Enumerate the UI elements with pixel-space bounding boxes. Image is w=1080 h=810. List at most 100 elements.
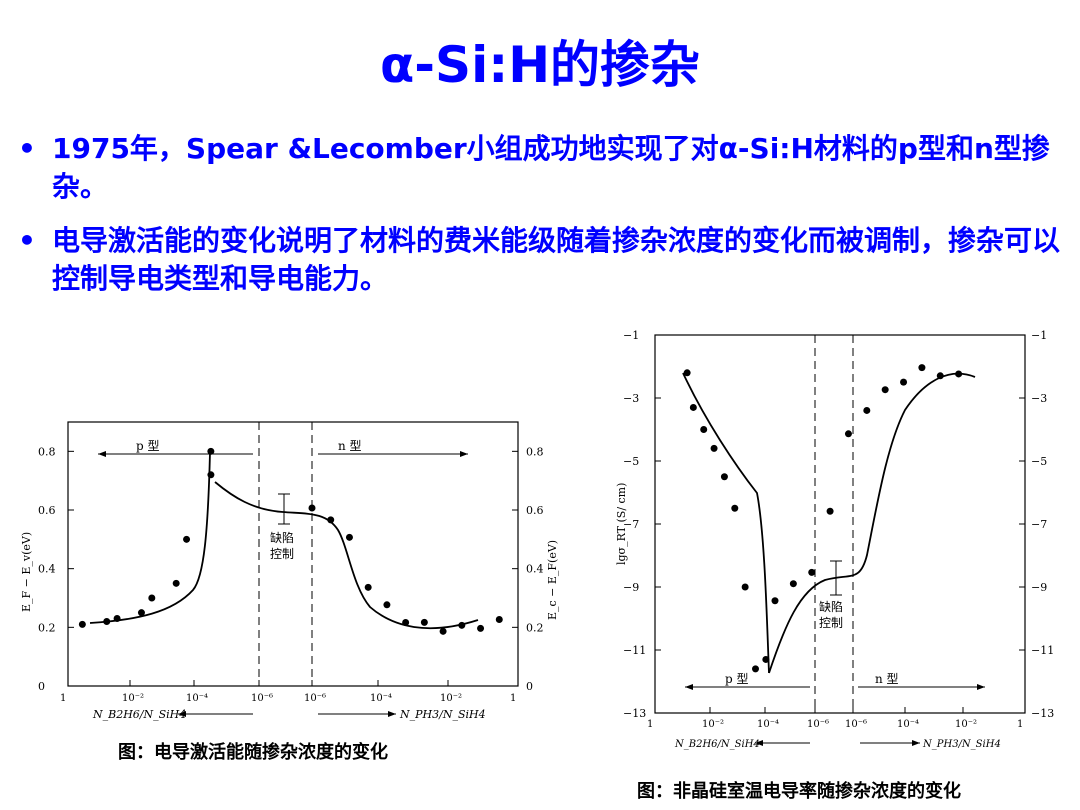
right-n-point (789, 580, 797, 588)
right-xlabel-p: N_PH3/N_SiH4 (922, 739, 1001, 750)
right-p-region-label: p 型 (725, 672, 749, 686)
left-ytick-label: 0.4 (38, 563, 56, 576)
right-xtick-label: 10⁻⁴ (897, 719, 919, 730)
right-xtick-label: 1 (1017, 719, 1023, 730)
left-chart: p 型 n 型 缺陷 控制 0 0 0.2 0.2 0.4 0.4 0.6 0.6 0.8 0.8… (20, 421, 559, 721)
p-arrow-head (98, 451, 106, 457)
right-xlabel-b: N_B2H6/N_SiH4 (674, 739, 760, 750)
right-n-point (900, 378, 908, 386)
right-p-point (731, 504, 739, 512)
left-n-point (477, 624, 485, 632)
right-xtick-label: 10⁻⁶ (807, 719, 829, 730)
left-ytick-label: 0 (38, 680, 45, 693)
left-n-curve (214, 481, 479, 630)
right-ytick-label: −1 (623, 329, 639, 342)
right-p-point (710, 444, 718, 452)
bullet-marker: • (18, 224, 36, 257)
right-figure-ylabel: lgσ_RT (S/ cm) (615, 483, 628, 565)
right-xlabel-arrow-l-head (755, 740, 763, 746)
right-ytick-label-r: −7 (1031, 518, 1047, 531)
defect-label-2: 控制 (270, 547, 294, 561)
right-ytick-label: −5 (623, 455, 639, 468)
right-ytick-label: −11 (623, 644, 646, 657)
left-xtick-label: 10⁻² (440, 693, 462, 704)
bullet-marker: • (18, 132, 36, 165)
left-n-point (327, 516, 335, 524)
right-figure: p 型 n 型 缺陷 控制 −1 −1 −3 −3 −5 −5 −7 −7 −9 −9 −11 −11… (605, 325, 1075, 802)
left-xtick-label: 10⁻⁴ (186, 693, 208, 704)
left-ytick-label-r: 0.4 (526, 563, 544, 576)
left-n-point (420, 618, 428, 626)
bullet-1: • 1975年，Spear &Lecomber小组成功地实现了对α-Si:H材料… (18, 130, 1068, 206)
left-xtick-label: 10⁻⁴ (370, 693, 392, 704)
right-ytick-label-r: −9 (1031, 581, 1047, 594)
right-n-point (936, 372, 944, 380)
left-caption: 图：电导激活能随掺杂浓度的变化 (118, 742, 388, 763)
left-n-point (383, 601, 391, 609)
bullet-1-text: 1975年，Spear &Lecomber小组成功地实现了对α-Si:H材料的p… (52, 132, 1050, 203)
left-ytick-label-r: 0.8 (526, 445, 544, 458)
left-n-point (495, 615, 503, 623)
left-ytick-label-r: 0.2 (526, 621, 544, 634)
right-xtick-label: 10⁻⁴ (757, 719, 779, 730)
right-p-point (683, 369, 691, 377)
right-n-point (826, 507, 834, 515)
left-p-point (137, 609, 145, 617)
right-p-point (720, 473, 728, 481)
right-p-point (752, 665, 759, 673)
left-n-point (439, 627, 447, 635)
right-n-point (863, 406, 871, 414)
left-ytick-label: 0.2 (38, 621, 56, 634)
p-region-label: p 型 (136, 439, 160, 453)
right-ytick-label-r: −5 (1031, 455, 1047, 468)
right-ytick-label-r: −1 (1031, 329, 1047, 342)
right-defect-label-2: 控制 (819, 616, 843, 630)
right-plot-frame (654, 334, 1026, 714)
right-ytick-label-r: −3 (1031, 392, 1047, 405)
right-n-arrow-head (977, 684, 985, 690)
right-chart: p 型 n 型 缺陷 控制 −1 −1 −3 −3 −5 −5 −7 −7 −9 −9 −11 −11… (615, 329, 1054, 750)
left-ytick-label: 0.8 (38, 445, 56, 458)
right-ytick-label: −3 (623, 392, 639, 405)
left-xlabel-p: N_PH3/N_SiH4 (399, 708, 486, 721)
right-xtick-label: 10⁻² (702, 719, 724, 730)
right-ytick-label-r: −13 (1031, 707, 1054, 720)
left-n-point (458, 621, 466, 629)
left-p-curve (89, 451, 211, 624)
right-p-point (700, 426, 708, 433)
right-ytick-label: −7 (623, 518, 639, 531)
left-plot-frame (67, 421, 519, 687)
left-ytick-label: 0.6 (38, 504, 56, 517)
right-p-point (741, 583, 749, 591)
right-n-point (808, 568, 816, 576)
left-xlabel-arrow-head (178, 711, 186, 717)
left-n-point (364, 583, 372, 591)
right-xlabel-arrow-head (388, 711, 396, 717)
right-caption: 图：非晶硅室温电导率随掺杂浓度的变化 (637, 781, 961, 802)
right-n-point (844, 430, 852, 438)
left-xtick-label: 1 (510, 693, 516, 704)
left-xtick-label: 10⁻⁶ (304, 693, 326, 704)
right-n-curve (768, 372, 976, 674)
left-p-point (207, 447, 215, 455)
left-p-point (172, 579, 180, 587)
left-p-point (183, 535, 191, 543)
left-figure: p 型 n 型 缺陷 控制 0 0 0.2 0.2 0.4 0.4 0.6 0.6 0.8 0.8… (8, 412, 568, 763)
right-xtick-label: 10⁻² (955, 719, 977, 730)
right-xtick-label: 1 (647, 719, 653, 730)
right-defect-label-1: 缺陷 (819, 599, 843, 614)
right-ytick-label: −9 (623, 581, 639, 594)
right-xlabel-arrow-r-head (912, 740, 920, 746)
right-n-point (771, 597, 779, 605)
left-p-point (113, 615, 121, 623)
left-p-point (207, 471, 215, 479)
right-ytick-label-r: −11 (1031, 644, 1054, 657)
left-xlabel-b: N_B2H6/N_SiH4 (92, 708, 186, 721)
left-p-point (78, 620, 86, 628)
right-p-arrow-head (685, 684, 693, 690)
left-xtick-label: 10⁻² (122, 693, 144, 704)
right-ytick-label: −13 (623, 707, 646, 720)
right-p-point (689, 403, 697, 411)
slide-title: α-Si:H的掺杂 (379, 36, 701, 94)
left-n-point (402, 619, 410, 627)
